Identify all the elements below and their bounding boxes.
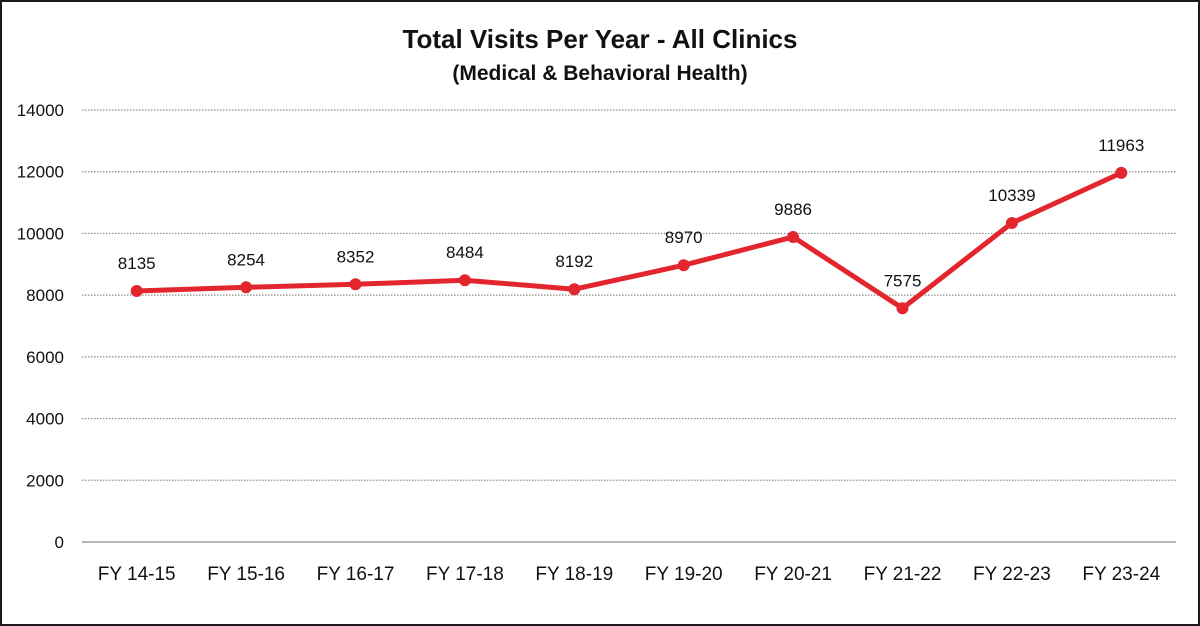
- data-label: 8484: [446, 243, 484, 262]
- y-tick-label: 6000: [26, 348, 64, 367]
- x-tick-label: FY 15-16: [207, 564, 285, 585]
- data-point: [677, 259, 690, 272]
- y-tick-label: 4000: [26, 410, 64, 429]
- x-tick-label: FY 23-24: [1082, 564, 1160, 585]
- data-label: 10339: [988, 186, 1035, 205]
- data-label: 11963: [1098, 136, 1144, 155]
- data-label: 9886: [774, 200, 812, 219]
- x-tick-label: FY 18-19: [535, 564, 613, 585]
- data-point: [349, 278, 362, 291]
- data-point: [568, 283, 581, 296]
- series-line: [134, 170, 1124, 311]
- x-tick-label: FY 21-22: [864, 564, 942, 585]
- data-point: [130, 284, 143, 297]
- data-point: [240, 281, 253, 294]
- x-tick-label: FY 14-15: [98, 564, 176, 585]
- y-tick-label: 0: [55, 533, 64, 552]
- data-point: [1115, 166, 1128, 179]
- y-tick-label: 14000: [17, 101, 64, 120]
- x-tick-label: FY 19-20: [645, 564, 723, 585]
- x-tick-label: FY 17-18: [426, 564, 504, 585]
- data-point: [896, 302, 909, 315]
- y-tick-label: 10000: [17, 224, 64, 243]
- x-tick-label: FY 22-23: [973, 564, 1051, 585]
- y-tick-label: 8000: [26, 286, 64, 305]
- y-tick-label: 12000: [17, 163, 64, 182]
- data-label: 7575: [884, 271, 922, 290]
- data-label: 8352: [337, 247, 375, 266]
- data-point: [458, 274, 471, 287]
- data-label: 8135: [118, 254, 156, 273]
- y-tick-label: 2000: [26, 471, 64, 490]
- data-point: [787, 230, 800, 243]
- data-point: [1005, 216, 1018, 229]
- x-tick-label: FY 16-17: [317, 564, 395, 585]
- data-label: 8192: [555, 252, 593, 271]
- x-tick-label: FY 20-21: [754, 564, 832, 585]
- data-label: 8970: [665, 228, 703, 247]
- data-label: 8254: [227, 250, 265, 269]
- chart-subtitle: (Medical & Behavioral Health): [452, 62, 748, 85]
- chart-title: Total Visits Per Year - All Clinics: [402, 24, 798, 54]
